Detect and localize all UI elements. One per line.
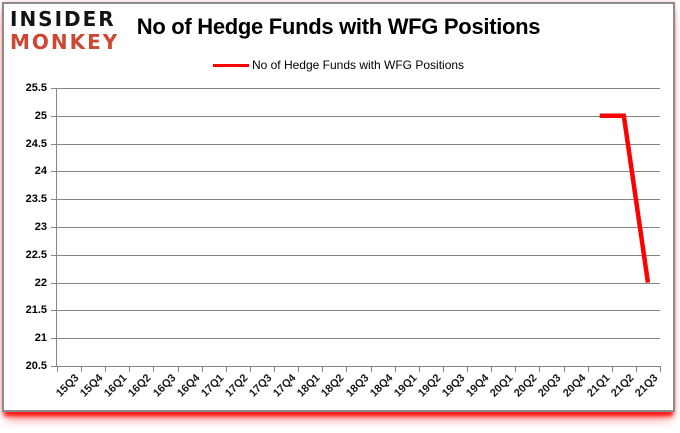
x-axis-label: 16Q4 — [174, 372, 203, 400]
legend: No of Hedge Funds with WFG Positions — [4, 58, 673, 72]
series-svg — [599, 113, 651, 283]
x-axis-tick — [105, 366, 107, 372]
y-axis-tick — [51, 115, 57, 117]
x-axis-tick — [129, 366, 131, 372]
x-axis-label: 17Q1 — [198, 372, 227, 400]
legend-label: No of Hedge Funds with WFG Positions — [251, 58, 465, 72]
y-axis-label: 21 — [34, 332, 47, 345]
x-axis-tick — [322, 366, 324, 372]
x-axis-label: 19Q4 — [464, 372, 492, 400]
y-axis-label: 24.5 — [25, 137, 47, 150]
x-axis-tick — [201, 366, 203, 372]
y-axis-tick — [51, 171, 57, 173]
y-axis-label: 20.5 — [25, 360, 47, 372]
gridline — [57, 254, 660, 256]
insider-monkey-logo: INSIDER MONKEY — [10, 8, 119, 54]
x-axis-label: 20Q3 — [536, 372, 564, 400]
x-axis-label: 21Q1 — [584, 372, 613, 400]
gridline — [57, 143, 660, 145]
x-axis-label: 18Q3 — [343, 372, 371, 400]
x-axis-tick — [298, 366, 300, 372]
y-axis-label: 22 — [34, 276, 47, 289]
x-axis-label: 20Q4 — [560, 372, 589, 400]
x-axis-tick — [225, 366, 227, 372]
legend-line-sample — [212, 63, 249, 67]
x-axis-tick — [346, 366, 348, 372]
x-axis-label: 16Q1 — [102, 372, 130, 400]
gridline — [57, 366, 660, 367]
x-axis-label: 15Q4 — [78, 372, 106, 400]
y-axis-tick — [51, 88, 57, 89]
x-axis-tick — [370, 366, 372, 372]
y-axis-label: 21.5 — [25, 304, 47, 317]
x-axis-label: 20Q1 — [488, 372, 516, 400]
x-axis-tick — [153, 366, 155, 372]
x-axis-tick — [563, 366, 565, 372]
x-axis-label: 18Q4 — [367, 372, 396, 400]
chart-card: INSIDER MONKEY No of Hedge Funds with WF… — [2, 2, 675, 412]
y-axis-tick — [51, 310, 57, 312]
gridline — [57, 88, 660, 89]
y-axis-label: 22.5 — [25, 248, 47, 261]
x-axis-tick — [57, 366, 58, 372]
gridline — [57, 115, 660, 117]
y-axis-tick — [51, 143, 57, 145]
y-axis-tick — [51, 366, 57, 367]
x-axis-tick — [81, 366, 83, 372]
x-axis-tick — [177, 366, 179, 372]
y-axis-label: 25.5 — [25, 82, 47, 94]
x-axis-tick — [442, 366, 444, 372]
data-line-series-0 — [599, 113, 651, 283]
y-axis-tick — [51, 282, 57, 284]
x-axis-tick — [515, 366, 517, 372]
y-axis-tick — [51, 254, 57, 256]
gridline — [57, 338, 660, 340]
x-axis-label: 20Q2 — [512, 372, 540, 400]
chart-title: No of Hedge Funds with WFG Positions — [136, 14, 541, 39]
gridline — [57, 282, 660, 284]
x-axis-label: 17Q3 — [246, 372, 275, 400]
x-axis-tick — [491, 366, 493, 372]
y-axis-tick — [51, 227, 57, 228]
y-axis-label: 23.5 — [25, 193, 47, 206]
y-axis-label: 24 — [34, 165, 47, 178]
x-axis-tick — [611, 366, 613, 372]
x-axis-tick — [587, 366, 589, 372]
x-axis-label: 17Q2 — [222, 372, 251, 400]
x-axis-label: 19Q3 — [439, 372, 468, 400]
gridline — [57, 171, 660, 173]
x-axis-tick — [660, 366, 661, 372]
x-axis-tick — [539, 366, 541, 372]
x-axis-label: 18Q1 — [295, 372, 323, 400]
x-axis-tick — [394, 366, 396, 372]
y-axis-line — [56, 88, 57, 367]
y-axis-label: 23 — [34, 221, 47, 233]
x-axis-label: 18Q2 — [319, 372, 347, 400]
plot-area: 25.5 25 24.5 24 23.5 23 22.5 22 21.5 21 20.5 15Q3 15… — [26, 82, 661, 400]
logo-text-insider: INSIDER — [10, 7, 116, 31]
x-axis-label: 21Q2 — [608, 372, 637, 400]
x-axis-tick — [274, 366, 276, 372]
y-axis-label: 25 — [34, 109, 47, 122]
x-axis-label: 21Q3 — [632, 372, 661, 400]
x-axis-tick — [467, 366, 469, 372]
x-axis-label: 17Q4 — [271, 372, 299, 400]
gridline — [57, 310, 660, 312]
x-axis-label: 19Q2 — [415, 372, 444, 400]
gridline — [57, 199, 660, 201]
x-axis-tick — [418, 366, 420, 372]
gridline — [57, 227, 660, 228]
y-axis-tick — [51, 199, 57, 201]
x-axis-label: 16Q2 — [126, 372, 154, 400]
logo-text-monkey: MONKEY — [10, 30, 120, 54]
x-axis-tick — [635, 366, 637, 372]
x-axis-label: 19Q1 — [391, 372, 420, 400]
x-axis-label: 15Q3 — [54, 372, 82, 400]
x-axis-tick — [249, 366, 251, 372]
x-axis-label: 16Q3 — [150, 372, 179, 400]
y-axis-tick — [51, 338, 57, 340]
